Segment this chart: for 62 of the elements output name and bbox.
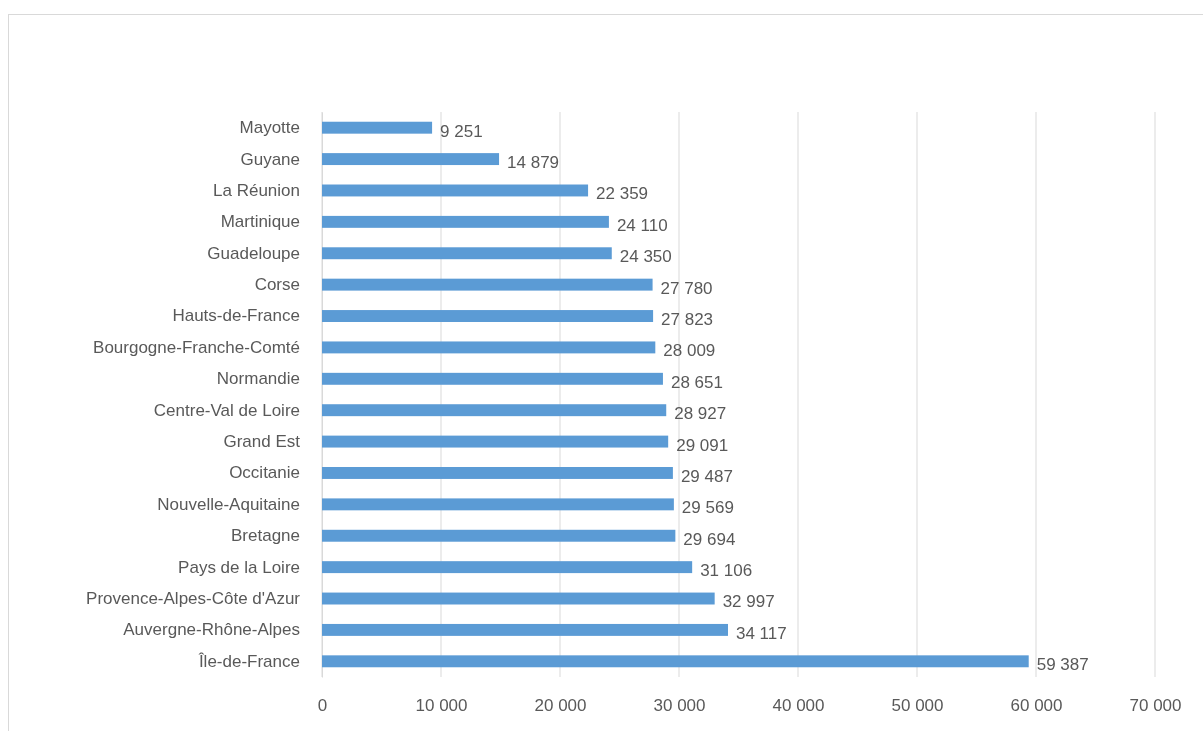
bar (322, 623, 728, 636)
bar (322, 153, 500, 166)
y-tick-label: Occitanie (229, 463, 300, 483)
bar (322, 121, 433, 134)
y-tick-label: Guadeloupe (207, 243, 300, 263)
y-tick-label: Provence-Alpes-Côte d'Azur (86, 588, 301, 608)
bar (322, 592, 715, 605)
y-tick-label: Centre-Val de Loire (153, 400, 300, 420)
bar (322, 278, 653, 291)
bar (322, 404, 667, 417)
y-tick-label: Auvergne-Rhône-Alpes (123, 620, 300, 640)
y-tick-label: Mayotte (239, 118, 300, 138)
bar (322, 561, 693, 574)
y-tick-label: La Réunion (213, 180, 300, 200)
bar (322, 310, 654, 322)
x-tick-label: 60 000 (1010, 696, 1063, 716)
x-tick-label: 20 000 (534, 696, 587, 716)
data-label: 28 009 (663, 341, 716, 361)
y-tick-label: Hauts-de-France (172, 306, 300, 326)
data-label: 29 694 (683, 529, 736, 549)
y-tick-label: Nouvelle-Aquitaine (157, 494, 300, 514)
x-tick-label: 70 000 (1129, 696, 1182, 716)
y-tick-label: Grand Est (223, 432, 301, 452)
data-label: 31 106 (700, 561, 753, 581)
x-tick-label: 40 000 (772, 696, 825, 716)
y-tick-label: Guyane (240, 149, 300, 169)
data-label: 24 110 (616, 215, 668, 235)
bar (322, 372, 663, 385)
bar (322, 341, 656, 354)
data-label: 27 780 (660, 278, 713, 298)
x-tick-label: 0 (317, 696, 328, 716)
bar (322, 498, 674, 511)
data-label: 29 487 (680, 466, 733, 486)
bar (322, 435, 669, 448)
bar (322, 184, 589, 197)
data-label: 24 350 (619, 247, 672, 267)
data-label: 34 117 (735, 623, 787, 643)
y-tick-label: Bourgogne-Franche-Comté (93, 337, 300, 357)
y-tick-label: Corse (254, 275, 300, 295)
bar (322, 529, 676, 542)
bar (322, 215, 609, 228)
bar (322, 247, 612, 260)
x-tick-label: 10 000 (415, 696, 468, 716)
data-label: 28 927 (674, 404, 727, 424)
y-tick-label: Île-de-France (197, 651, 300, 671)
y-tick-label: Pays de la Loire (178, 557, 300, 577)
data-label: 29 091 (676, 435, 729, 455)
bar (322, 655, 1029, 668)
data-label: 22 359 (596, 184, 649, 204)
data-label: 32 997 (722, 592, 775, 612)
x-tick-label: 50 000 (891, 696, 944, 716)
data-label: 9 251 (440, 121, 483, 141)
data-label: 14 879 (507, 153, 560, 173)
data-label: 29 569 (681, 498, 734, 518)
y-tick-label: Normandie (216, 369, 300, 389)
data-label: 59 387 (1036, 655, 1089, 675)
y-tick-label: Bretagne (231, 526, 300, 546)
x-tick-label: 30 000 (653, 696, 706, 716)
y-tick-label: Martinique (220, 212, 300, 232)
data-label: 27 823 (661, 309, 714, 329)
data-label: 28 651 (670, 372, 723, 392)
bar (322, 467, 673, 479)
